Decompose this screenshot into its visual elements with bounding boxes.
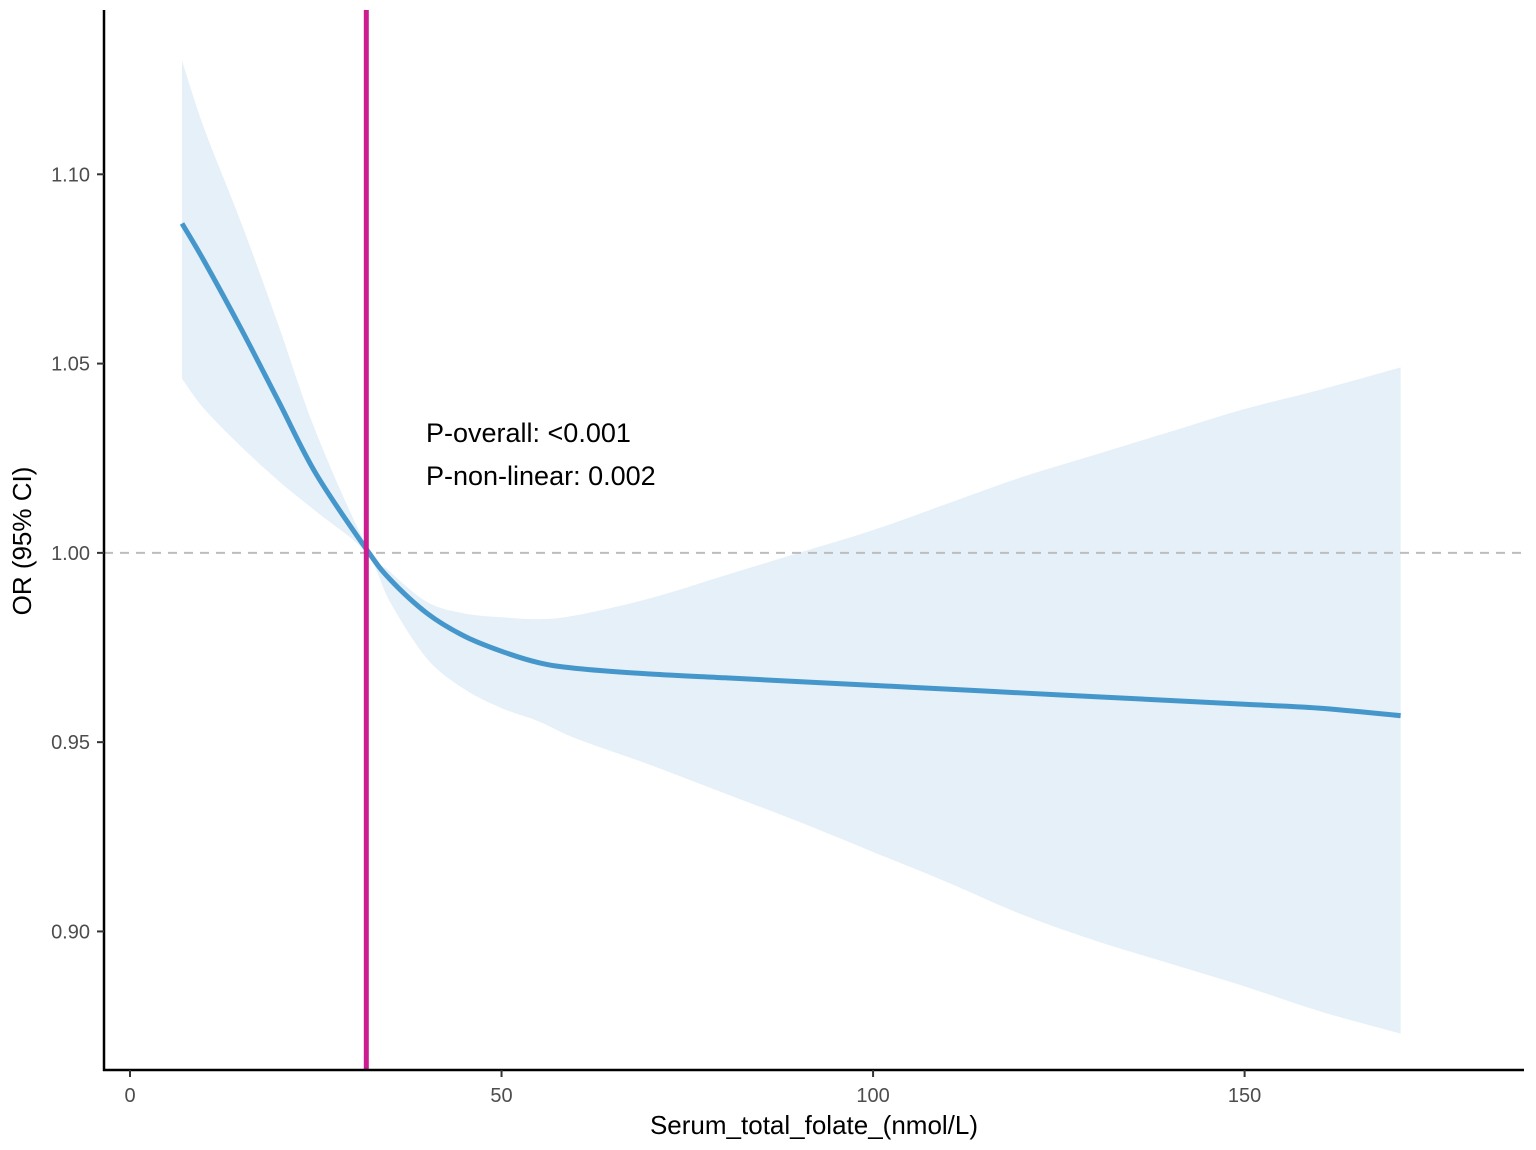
axes: 0 50 100 150 0.90 0.95 1.00 1.05 1.10	[51, 10, 1524, 1107]
plot-area	[104, 10, 1524, 1070]
p-nonlinear-annotation: P-non-linear: 0.002	[426, 461, 656, 491]
x-tick-label: 100	[856, 1085, 889, 1107]
x-tick-label: 50	[490, 1085, 512, 1107]
x-tick-label: 150	[1228, 1085, 1261, 1107]
x-axis-title: Serum_total_folate_(nmol/L)	[650, 1110, 978, 1140]
y-tick-label: 1.10	[51, 164, 90, 186]
x-axis-ticks: 0 50 100 150	[124, 1070, 1261, 1107]
y-axis-title: OR (95% CI)	[7, 467, 37, 616]
confidence-band	[182, 60, 1401, 1034]
y-tick-label: 0.95	[51, 732, 90, 754]
p-overall-annotation: P-overall: <0.001	[426, 418, 631, 448]
x-tick-label: 0	[124, 1085, 135, 1107]
y-tick-label: 0.90	[51, 921, 90, 943]
y-tick-label: 1.05	[51, 354, 90, 376]
y-tick-label: 1.00	[51, 543, 90, 565]
or-curve	[179, 222, 1401, 719]
y-axis-ticks: 0.90 0.95 1.00 1.05 1.10	[51, 164, 104, 943]
